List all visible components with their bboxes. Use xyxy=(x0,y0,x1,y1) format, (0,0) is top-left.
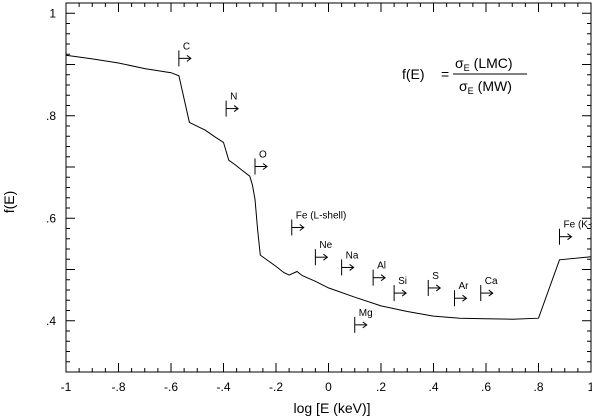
formula-equals: = xyxy=(441,66,449,82)
numerator-subscript: E xyxy=(464,63,470,73)
edge-marker-arrowhead xyxy=(401,289,407,297)
denominator-text: (MW) xyxy=(478,78,512,94)
edge-marker-arrowhead xyxy=(349,264,355,271)
numerator-sigma: σ xyxy=(455,55,464,71)
edge-marker-na: Na xyxy=(341,250,359,276)
x-tick-label: .2 xyxy=(376,380,386,394)
x-tick-label: -1 xyxy=(61,380,72,394)
formula-denominator: σE (MW) xyxy=(459,78,512,96)
formula: f(E) = σE (LMC) σE (MW) xyxy=(402,55,527,96)
edge-marker-ne: Ne xyxy=(314,240,333,266)
x-tick-label: 1 xyxy=(588,380,592,394)
edge-label: Fe (L-shell) xyxy=(296,210,347,221)
denominator-sigma: σ xyxy=(459,78,468,94)
edge-label: C xyxy=(183,41,190,52)
edge-marker-arrowhead xyxy=(462,294,468,302)
edge-marker-si: Si xyxy=(393,276,407,302)
edge-marker-fe-k-shell: Fe (K-shell) xyxy=(559,220,592,245)
edge-label: Ar xyxy=(459,281,470,292)
edge-label: Al xyxy=(377,261,386,272)
x-tick-label: -.6 xyxy=(164,380,178,394)
y-tick-label: .6 xyxy=(46,211,56,225)
edge-marker-o: O xyxy=(254,149,268,175)
edge-marker-arrowhead xyxy=(488,289,494,297)
edge-marker-arrowhead xyxy=(380,274,386,282)
edge-label: Mg xyxy=(359,308,373,319)
edge-marker-ca: Ca xyxy=(480,276,498,302)
y-tick-label: .4 xyxy=(46,314,56,328)
x-axis-label: log [E (keV)] xyxy=(293,400,370,416)
edge-marker-n: N xyxy=(225,92,239,117)
edge-marker-arrowhead xyxy=(233,105,239,112)
x-tick-label: 0 xyxy=(325,380,332,394)
edge-marker-fe-l-shell: Fe (L-shell) xyxy=(291,210,347,236)
edge-marker-arrowhead xyxy=(262,163,268,170)
edge-label: N xyxy=(230,92,237,103)
edge-marker-arrowhead xyxy=(567,233,573,241)
edge-marker-c: C xyxy=(178,41,192,67)
tick-labels: -1 -.8 -.6 -.4 -.2 0 .2 .4 .6 .8 1 .4 .6 .8 1 xyxy=(46,6,592,394)
x-tick-label: -.2 xyxy=(269,380,283,394)
denominator-subscript: E xyxy=(468,86,474,96)
ticks xyxy=(65,2,592,373)
x-tick-label: -.4 xyxy=(216,380,230,394)
formula-numerator: σE (LMC) xyxy=(455,55,513,73)
edge-marker-arrowhead xyxy=(186,54,192,62)
series-line xyxy=(65,54,592,320)
edge-marker-s: S xyxy=(427,271,442,296)
edge-label: Na xyxy=(346,250,359,261)
y-tick-label: 1 xyxy=(49,6,56,20)
edge-marker-arrowhead xyxy=(435,284,442,292)
edge-marker-arrowhead xyxy=(323,253,329,261)
edge-label: Ca xyxy=(485,276,498,287)
y-tick-label: .8 xyxy=(46,109,56,123)
x-tick-label: -.8 xyxy=(111,380,125,394)
edge-marker-ar: Ar xyxy=(454,281,470,307)
edge-label: S xyxy=(432,271,439,282)
y-axis-label: f(E) xyxy=(1,191,17,214)
edge-label: Si xyxy=(398,276,407,287)
x-tick-label: .6 xyxy=(481,380,491,394)
edge-marker-arrowhead xyxy=(299,224,305,231)
formula-lhs: f(E) xyxy=(402,66,425,82)
edge-label: O xyxy=(259,149,267,160)
x-tick-label: .8 xyxy=(533,380,543,394)
edge-marker-arrowhead xyxy=(362,321,368,329)
x-tick-label: .4 xyxy=(428,380,438,394)
edge-marker-al: Al xyxy=(372,261,386,286)
edge-markers: C N O Fe (L-shell) Ne Na Mg Al Si S Ar Ca Fe (K-shel… xyxy=(178,41,592,333)
edge-label: Ne xyxy=(319,240,332,251)
numerator-text: (LMC) xyxy=(474,55,513,71)
edge-marker-mg: Mg xyxy=(354,308,373,333)
edge-label: Fe (K-shell) xyxy=(564,220,592,231)
